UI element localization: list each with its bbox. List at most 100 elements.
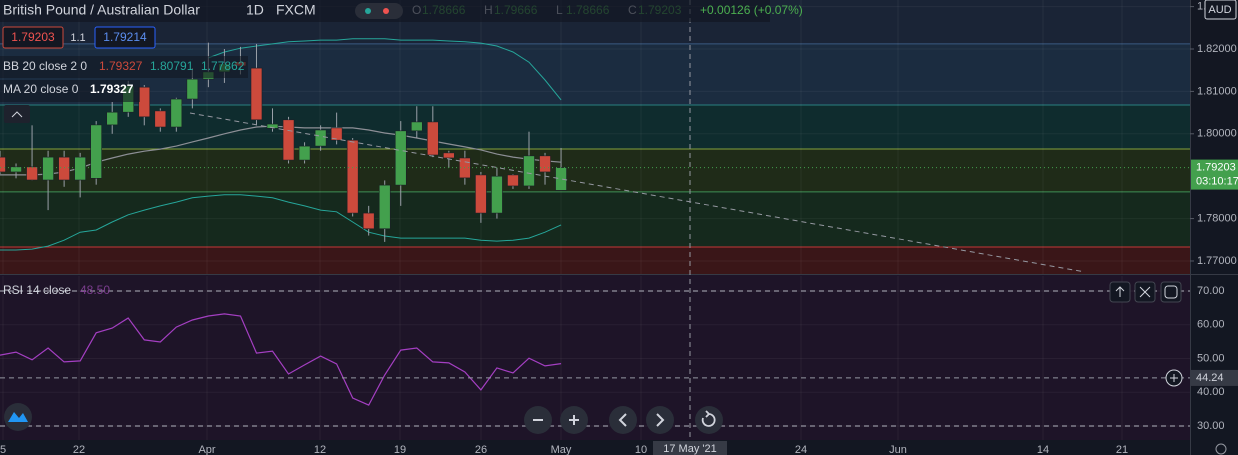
x-tick-label: 22 [73,444,85,455]
time-axis [0,440,1190,455]
candle-body [539,155,551,173]
bb-lower: 1.77862 [201,59,245,73]
candle-body [42,156,54,181]
x-tick-label: 19 [394,444,406,455]
icon [1170,374,1178,382]
spread: 1.1 [70,32,85,44]
candle-body [58,156,70,181]
scroll-right-button[interactable] [646,406,674,434]
candle-body [0,156,6,173]
last-price-bg [1191,159,1238,190]
sell-price: 1.79203 [11,30,55,44]
ma-value: 1.79327 [90,82,134,96]
crosshair-date-bg [653,441,727,455]
legend-bg [0,56,248,78]
candle-body [106,111,119,126]
currency-button[interactable] [1204,0,1237,20]
interval: 1D [246,2,264,18]
candle-body [346,139,359,214]
symbol: British Pound / Australian Dollar [3,2,200,18]
y-tick-label: 1.80000 [1197,128,1237,140]
rsi-tick-label: 50.00 [1197,352,1225,364]
candle-body [170,98,183,128]
buy-button[interactable] [94,26,156,49]
currency: AUD [1208,4,1231,16]
candle-body [314,129,327,147]
price-pane [0,0,1190,274]
y-tick-label: 1.77000 [1197,255,1237,267]
icon [1164,285,1178,299]
status-pill[interactable] [355,3,403,19]
change: +0.00126 (+0.07%) [700,3,803,17]
bb-upper [208,38,562,101]
candle-body [362,212,375,230]
x-tick-label: Jun [889,444,907,455]
y-tick-label: 1.82000 [1197,43,1237,55]
status-dot [365,8,371,14]
candle-body [26,166,38,181]
zone [0,104,1190,150]
x-tick-label: Apr [198,444,215,455]
x-tick-label: 26 [475,444,487,455]
candle-body [523,155,535,187]
x-tick-label: 10 [635,444,647,455]
candle-body [138,86,151,118]
logo [8,412,28,422]
rsi-pane [0,275,1190,440]
x-tick-label: 24 [795,444,807,455]
sell-button[interactable] [2,26,64,49]
candle-body [330,127,343,141]
buy-price: 1.79214 [103,30,147,44]
candle-body [507,174,519,187]
crosshair-value-bg [1191,369,1238,386]
y-tick-label: 1.78000 [1197,212,1237,224]
bb-lower [0,194,562,251]
rsi-tick-label: 60.00 [1197,319,1225,331]
rsi-layer [0,276,1190,440]
status-dot [383,8,389,14]
icon [569,415,579,425]
candle-body [282,119,295,161]
icon [1139,286,1151,298]
zone [0,191,1190,247]
icon [618,413,627,427]
collapse-button[interactable] [4,105,30,123]
legend-bg [0,80,140,102]
candle-body [410,121,423,132]
y-tick-label: 1. [1197,1,1206,13]
candle-body [90,124,102,179]
candle-body [10,166,22,173]
x-tick-label: 12 [314,444,326,455]
candle-body [555,167,567,191]
icon [656,413,665,427]
x-tick-label: May [551,444,572,455]
settings-button[interactable] [1215,443,1227,455]
candle-body [74,156,86,181]
icon [1115,286,1125,297]
reset-button[interactable] [695,406,723,434]
zone [0,149,1190,192]
collapse-icon [11,111,23,118]
candle-body [394,130,407,186]
x-tick-label: 21 [1116,444,1128,455]
bb-label: BB 20 close 2 0 [3,59,87,73]
candle-body [266,123,279,129]
rsi-tick-label: 30.00 [1197,420,1225,432]
candle-body [443,152,455,159]
crosshair-value: 44.24 [1196,372,1224,384]
bb-basis: 1.79327 [99,59,143,73]
zone [0,246,1190,274]
bb-upper: 1.80791 [150,59,194,73]
ma-label: MA 20 close 0 [3,82,79,96]
x-tick-label: 5 [0,444,6,455]
candle-body [378,184,391,230]
maximize-button[interactable] [1160,281,1182,303]
scroll-left-button[interactable] [609,406,637,434]
candle-body [475,174,487,214]
rsi-tick-label: 70.00 [1197,285,1225,297]
candle-body [250,67,263,121]
candle-body [491,175,503,214]
rsi-value: 48.50 [80,283,110,297]
x-tick-label: 14 [1037,444,1049,455]
